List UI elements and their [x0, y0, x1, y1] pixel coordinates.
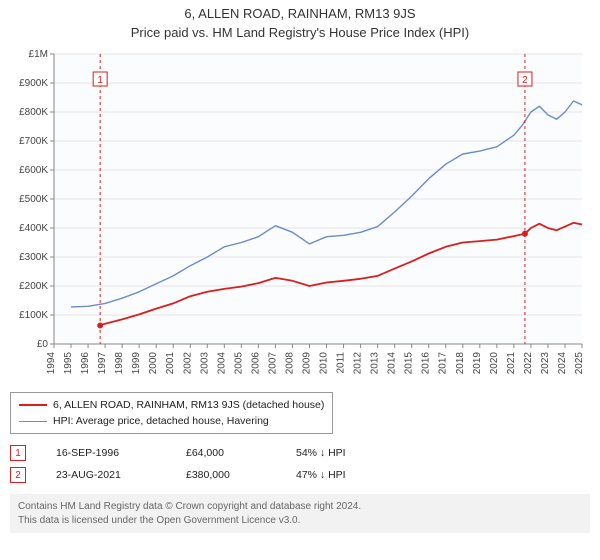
svg-text:2005: 2005 — [233, 352, 244, 375]
legend-item: HPI: Average price, detached house, Have… — [19, 413, 324, 429]
footer-attribution: Contains HM Land Registry data © Crown c… — [10, 494, 590, 533]
svg-text:2010: 2010 — [319, 352, 330, 375]
legend-swatch — [19, 404, 47, 406]
svg-text:2002: 2002 — [182, 352, 193, 375]
svg-text:2024: 2024 — [557, 352, 568, 375]
svg-text:£1M: £1M — [29, 49, 48, 60]
transaction-price: £380,000 — [186, 469, 266, 481]
page-title: 6, ALLEN ROAD, RAINHAM, RM13 9JS — [8, 6, 592, 21]
svg-text:£400K: £400K — [19, 223, 48, 234]
svg-text:£300K: £300K — [19, 252, 48, 263]
legend-item: 6, ALLEN ROAD, RAINHAM, RM13 9JS (detach… — [19, 397, 324, 413]
svg-text:2007: 2007 — [267, 352, 278, 375]
svg-text:2019: 2019 — [472, 352, 483, 375]
svg-text:£100K: £100K — [19, 310, 48, 321]
transaction-delta: 54% ↓ HPI — [296, 447, 346, 459]
svg-text:1998: 1998 — [114, 352, 125, 375]
svg-text:2004: 2004 — [216, 352, 227, 375]
transaction-row: 2 23-AUG-2021 £380,000 47% ↓ HPI — [10, 464, 590, 486]
footer-line-1: Contains HM Land Registry data © Crown c… — [18, 500, 582, 514]
svg-text:2001: 2001 — [165, 352, 176, 375]
svg-text:2025: 2025 — [574, 352, 585, 375]
svg-text:2008: 2008 — [284, 352, 295, 375]
svg-text:2016: 2016 — [421, 352, 432, 375]
svg-text:2000: 2000 — [148, 352, 159, 375]
svg-text:1995: 1995 — [63, 352, 74, 375]
svg-text:1999: 1999 — [131, 352, 142, 375]
transaction-date: 16-SEP-1996 — [56, 447, 156, 459]
svg-text:2013: 2013 — [370, 352, 381, 375]
svg-text:£200K: £200K — [19, 281, 48, 292]
svg-text:£600K: £600K — [19, 165, 48, 176]
svg-text:2017: 2017 — [438, 352, 449, 375]
svg-text:2011: 2011 — [336, 352, 347, 374]
svg-text:2022: 2022 — [523, 352, 534, 375]
svg-text:£500K: £500K — [19, 194, 48, 205]
legend-label: HPI: Average price, detached house, Have… — [53, 413, 269, 429]
footer-line-2: This data is licensed under the Open Gov… — [18, 514, 582, 528]
transaction-delta: 47% ↓ HPI — [296, 469, 346, 481]
svg-text:2012: 2012 — [353, 352, 364, 375]
svg-text:1: 1 — [97, 75, 103, 86]
svg-text:2014: 2014 — [387, 352, 398, 375]
svg-text:2006: 2006 — [250, 352, 261, 375]
transactions-table: 1 16-SEP-1996 £64,000 54% ↓ HPI 2 23-AUG-2021… — [10, 442, 590, 486]
transaction-marker: 1 — [10, 445, 26, 461]
svg-text:2: 2 — [522, 75, 528, 86]
transaction-date: 23-AUG-2021 — [56, 469, 156, 481]
price-chart: £0 £100K £200K £300K £400K £500K £600K £700K £80… — [8, 46, 592, 386]
svg-text:1997: 1997 — [97, 352, 108, 375]
legend-swatch — [19, 421, 47, 422]
svg-text:1994: 1994 — [46, 352, 57, 375]
transaction-row: 1 16-SEP-1996 £64,000 54% ↓ HPI — [10, 442, 590, 464]
svg-text:1996: 1996 — [80, 352, 91, 375]
svg-text:£0: £0 — [37, 339, 49, 350]
legend: 6, ALLEN ROAD, RAINHAM, RM13 9JS (detach… — [10, 392, 333, 434]
svg-text:£900K: £900K — [19, 78, 48, 89]
transaction-price: £64,000 — [186, 447, 266, 459]
svg-text:2009: 2009 — [301, 352, 312, 375]
transaction-marker: 2 — [10, 467, 26, 483]
svg-text:2003: 2003 — [199, 352, 210, 375]
page-subtitle: Price paid vs. HM Land Registry's House … — [8, 25, 592, 40]
svg-text:2018: 2018 — [455, 352, 466, 375]
svg-text:2021: 2021 — [506, 352, 517, 375]
svg-text:£800K: £800K — [19, 107, 48, 118]
svg-text:2020: 2020 — [489, 352, 500, 375]
legend-label: 6, ALLEN ROAD, RAINHAM, RM13 9JS (detach… — [53, 397, 324, 413]
svg-text:2015: 2015 — [404, 352, 415, 375]
svg-text:2023: 2023 — [540, 352, 551, 375]
svg-text:£700K: £700K — [19, 136, 48, 147]
